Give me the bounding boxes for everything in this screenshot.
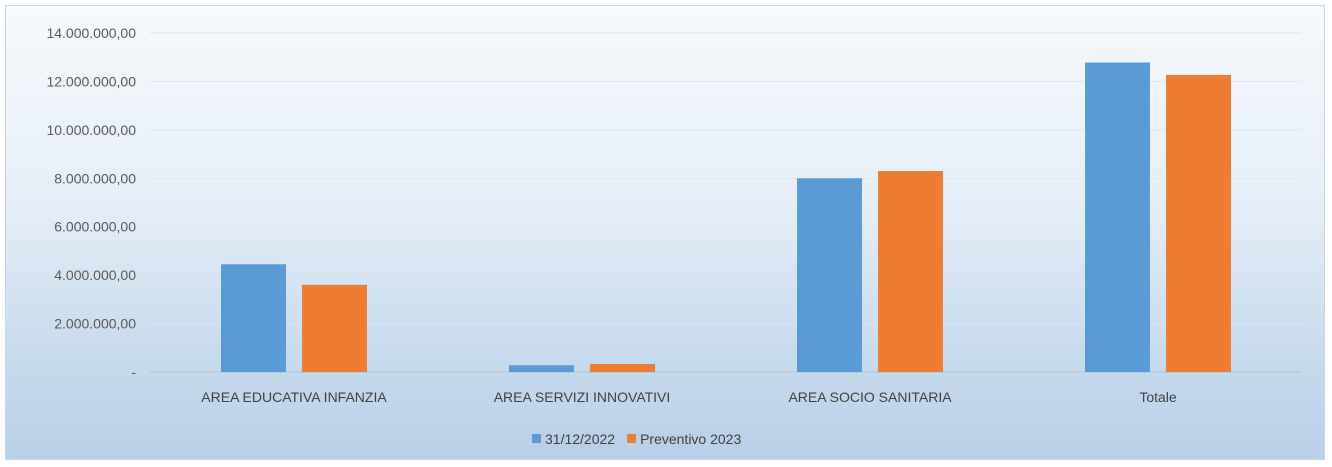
bars — [221, 62, 1231, 372]
y-tick-label: 12.000.000,00 — [46, 73, 136, 89]
bar-series1 — [509, 365, 574, 372]
y-tick-label: 8.000.000,00 — [54, 170, 136, 186]
bar-series2 — [1166, 74, 1231, 372]
x-axis: AREA EDUCATIVA INFANZIA AREA SERVIZI INNO… — [201, 389, 1177, 405]
y-tick-label: 2.000.000,00 — [54, 316, 136, 332]
legend-label: Preventivo 2023 — [640, 431, 741, 447]
y-tick-label: - — [131, 364, 136, 380]
y-tick-label: 4.000.000,00 — [54, 267, 136, 283]
y-tick-label: 6.000.000,00 — [54, 219, 136, 235]
y-axis: - 2.000.000,00 4.000.000,00 6.000.000,00 8.0… — [46, 25, 136, 380]
y-tick-label: 10.000.000,00 — [46, 122, 136, 138]
x-category-label: Totale — [1139, 389, 1177, 405]
legend-label: 31/12/2022 — [545, 431, 615, 447]
legend-swatch — [532, 434, 541, 443]
x-category-label: AREA SOCIO SANITARIA — [788, 389, 952, 405]
y-tick-label: 14.000.000,00 — [46, 25, 136, 41]
bar-series1 — [1085, 62, 1150, 372]
x-category-label: AREA SERVIZI INNOVATIVI — [494, 389, 671, 405]
bar-series1 — [797, 178, 862, 372]
legend: 31/12/2022 Preventivo 2023 — [532, 431, 741, 447]
bar-series2 — [302, 284, 367, 372]
bar-series1 — [221, 264, 286, 372]
bar-series2 — [878, 171, 943, 372]
x-category-label: AREA EDUCATIVA INFANZIA — [201, 389, 387, 405]
legend-swatch — [627, 434, 637, 443]
bar-series2 — [590, 364, 655, 372]
